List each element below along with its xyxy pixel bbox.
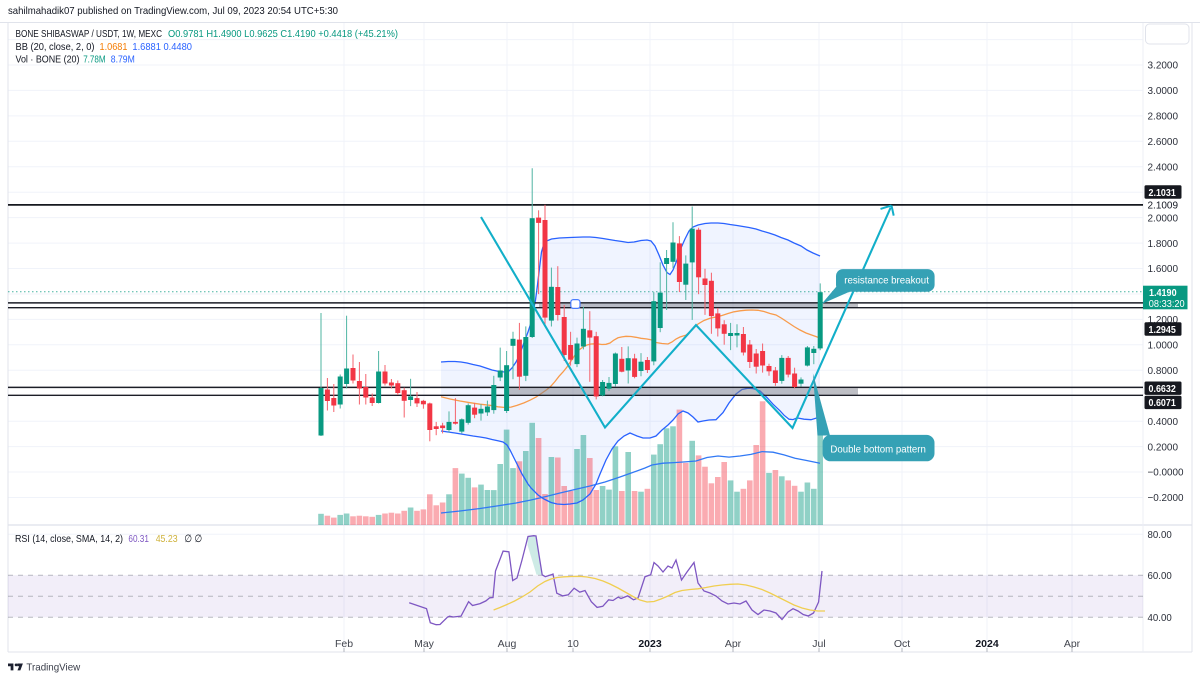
svg-text:0.6071: 0.6071 — [1149, 397, 1176, 409]
svg-text:Aug: Aug — [498, 638, 517, 650]
svg-text:45.23: 45.23 — [156, 533, 178, 545]
svg-text:1.8000: 1.8000 — [1148, 238, 1179, 250]
svg-text:Apr: Apr — [1064, 638, 1081, 650]
svg-text:2.8000: 2.8000 — [1148, 111, 1179, 123]
svg-text:1.6000: 1.6000 — [1148, 263, 1179, 275]
svg-text:Jul: Jul — [812, 638, 825, 650]
svg-text:BONE SHIBASWAP / USDT, 1W, MEX: BONE SHIBASWAP / USDT, 1W, MEXC — [16, 28, 163, 40]
svg-text:May: May — [414, 638, 435, 650]
svg-text:2.0000: 2.0000 — [1148, 212, 1179, 224]
svg-text:80.00: 80.00 — [1148, 529, 1172, 541]
svg-text:Oct: Oct — [894, 638, 910, 650]
svg-text:3.0000: 3.0000 — [1148, 85, 1179, 97]
svg-text:2.6000: 2.6000 — [1148, 136, 1179, 148]
svg-text:1.0681: 1.0681 — [100, 41, 128, 53]
svg-text:0.8000: 0.8000 — [1148, 365, 1179, 377]
svg-text:1.4190: 1.4190 — [1149, 287, 1177, 299]
svg-text:8.79M: 8.79M — [111, 54, 135, 66]
svg-text:1.2945: 1.2945 — [1149, 324, 1176, 336]
svg-text:10: 10 — [567, 638, 579, 650]
svg-text:0.2000: 0.2000 — [1148, 441, 1179, 453]
svg-text:2024: 2024 — [975, 638, 999, 650]
svg-text:0.4000: 0.4000 — [1148, 416, 1179, 428]
svg-text:Double bottom pattern: Double bottom pattern — [830, 445, 926, 456]
svg-text:sahilmahadik07 published on Tr: sahilmahadik07 published on TradingView.… — [8, 5, 338, 17]
svg-text:Apr: Apr — [725, 638, 742, 650]
svg-text:2.4000: 2.4000 — [1148, 162, 1179, 174]
svg-text:7.78M: 7.78M — [83, 54, 105, 66]
svg-text:BB (20, close, 2, 0): BB (20, close, 2, 0) — [16, 41, 95, 53]
svg-text:−0.2000: −0.2000 — [1148, 492, 1184, 504]
svg-text:RSI (14, close, SMA, 14, 2): RSI (14, close, SMA, 14, 2) — [15, 533, 123, 545]
svg-text:1.0000: 1.0000 — [1148, 340, 1179, 352]
svg-text:resistance breakout: resistance breakout — [844, 276, 929, 287]
svg-text:60.31: 60.31 — [128, 533, 149, 545]
svg-text:0.6632: 0.6632 — [1149, 383, 1176, 395]
svg-text:−0.0000: −0.0000 — [1148, 467, 1184, 479]
svg-text:40.00: 40.00 — [1148, 612, 1172, 624]
svg-text:08:33:20: 08:33:20 — [1149, 299, 1185, 310]
svg-text:60.00: 60.00 — [1148, 570, 1172, 582]
svg-text:∅ ∅: ∅ ∅ — [184, 533, 202, 545]
svg-text:TradingView: TradingView — [26, 662, 80, 673]
svg-text:2.1031: 2.1031 — [1149, 187, 1176, 199]
svg-text:Feb: Feb — [335, 638, 353, 650]
svg-text:3.2000: 3.2000 — [1148, 60, 1179, 72]
svg-text:O0.9781 H1.4900 L0.9625 C1.: O0.9781 H1.4900 L0.9625 C1.4190 +0.4418 … — [168, 28, 398, 40]
svg-text:Vol · BONE (20): Vol · BONE (20) — [16, 54, 80, 66]
svg-text:2.1009: 2.1009 — [1148, 200, 1179, 212]
svg-text:2023: 2023 — [638, 638, 662, 650]
svg-text:1.6881 0.4480: 1.6881 0.4480 — [132, 41, 192, 53]
